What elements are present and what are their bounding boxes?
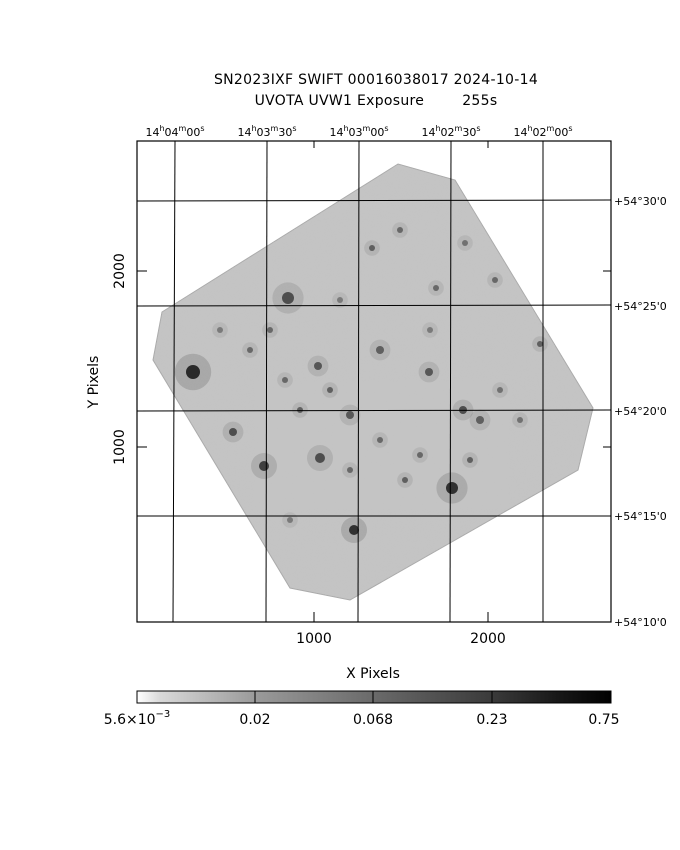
emission-halo <box>428 280 444 296</box>
emission-knot <box>229 428 237 436</box>
emission-halo <box>397 472 413 488</box>
emission-halo <box>492 382 508 398</box>
emission-halo <box>412 447 428 463</box>
emission-halo <box>532 336 548 352</box>
exposure-footprint <box>152 163 594 601</box>
emission-knot <box>537 341 543 347</box>
emission-knot <box>497 387 503 393</box>
emission-knot <box>315 453 325 463</box>
emission-halo <box>342 462 358 478</box>
emission-halo <box>457 235 473 251</box>
emission-halo <box>369 339 391 361</box>
colorbar <box>136 690 612 704</box>
emission-halo <box>212 322 228 338</box>
emission-knot <box>467 457 473 463</box>
emission-knot <box>287 517 293 523</box>
ra-tick-label: 14h02m00s <box>513 124 572 139</box>
emission-knot <box>425 368 433 376</box>
emission-knot <box>346 411 354 419</box>
emission-knot <box>433 285 439 291</box>
x-tick-1000: 1000 <box>296 631 332 647</box>
dec-tick-label: +54°30'0 <box>614 195 667 208</box>
plot-frame <box>136 140 612 623</box>
colorbar-label-2: 0.068 <box>353 712 393 728</box>
emission-halo <box>469 409 491 431</box>
emission-halo <box>174 353 212 391</box>
emission-halo <box>332 292 348 308</box>
emission-halo <box>307 355 329 377</box>
dec-tick-label: +54°25'0 <box>614 300 667 313</box>
emission-knot <box>327 387 333 393</box>
emission-halo <box>487 272 503 288</box>
emission-halo <box>292 402 308 418</box>
title-line-1: SN2023IXF SWIFT 00016038017 2024-10-14 <box>213 72 539 88</box>
colorbar-label-3: 0.23 <box>476 712 507 728</box>
emission-knot <box>186 365 200 379</box>
y-tick-2000: 2000 <box>112 253 128 289</box>
ra-tick-label: 14h04m00s <box>145 124 204 139</box>
emission-knot <box>377 437 383 443</box>
emission-knot <box>427 327 433 333</box>
emission-halo <box>277 372 293 388</box>
colorbar-min-label: 5.6×10−3 <box>104 709 171 728</box>
emission-halo <box>364 240 380 256</box>
emission-halo <box>341 517 367 543</box>
emission-halo <box>422 322 438 338</box>
emission-halo <box>418 361 440 383</box>
dec-tick-label: +54°20'0 <box>614 405 667 418</box>
ra-tick-labels: 14h04m00s 14h03m30s 14h03m00s 14h02m30s 14h0… <box>145 124 572 139</box>
emission-knot <box>267 327 273 333</box>
emission-knot <box>492 277 498 283</box>
emission-halo <box>372 432 388 448</box>
emission-knot <box>297 407 303 413</box>
emission-knot <box>347 467 353 473</box>
emission-halo <box>307 445 333 471</box>
emission-knot <box>217 327 223 333</box>
ra-tick-label: 14h03m30s <box>237 124 296 139</box>
dec-tick-labels: +54°30'0 +54°25'0 +54°20'0 +54°15'0 +54°10'0 <box>614 195 667 629</box>
emission-halo <box>392 222 408 238</box>
emission-knot <box>376 346 384 354</box>
emission-knot <box>314 362 322 370</box>
emission-knot <box>282 292 294 304</box>
emission-halo <box>462 452 478 468</box>
emission-halo <box>512 412 528 428</box>
coordinate-grid <box>137 141 611 622</box>
emission-halo <box>222 421 244 443</box>
emission-knot <box>369 245 375 251</box>
ra-tick-label: 14h02m30s <box>421 124 480 139</box>
emission-knot <box>402 477 408 483</box>
emission-knot <box>337 297 343 303</box>
emission-halo <box>436 472 468 504</box>
pixel-axis-ticks <box>137 141 611 622</box>
x-axis-label: X Pixels <box>346 666 400 682</box>
emission-knot <box>349 525 359 535</box>
y-tick-1000: 1000 <box>112 429 128 465</box>
emission-halo <box>262 322 278 338</box>
emission-knot <box>397 227 403 233</box>
emission-knot <box>476 416 484 424</box>
emission-knot <box>247 347 253 353</box>
emission-halo <box>282 512 298 528</box>
title-line-2: UVOTA UVW1 Exposure 255s <box>254 93 498 109</box>
emission-knot <box>417 452 423 458</box>
x-tick-2000: 2000 <box>470 631 506 647</box>
y-axis-label: Y Pixels <box>86 356 102 410</box>
emission-halo <box>339 404 361 426</box>
colorbar-label-4: 0.75 <box>588 712 619 728</box>
emission-halo <box>251 453 277 479</box>
emission-halo <box>242 342 258 358</box>
emission-knot <box>462 240 468 246</box>
emission-halo <box>322 382 338 398</box>
emission-knot <box>446 482 458 494</box>
dec-tick-label: +54°15'0 <box>614 510 667 523</box>
colorbar-label-1: 0.02 <box>239 712 270 728</box>
ra-tick-label: 14h03m00s <box>329 124 388 139</box>
dec-tick-label: +54°10'0 <box>614 616 667 629</box>
emission-halo <box>272 282 304 314</box>
emission-knot <box>517 417 523 423</box>
emission-knot <box>282 377 288 383</box>
